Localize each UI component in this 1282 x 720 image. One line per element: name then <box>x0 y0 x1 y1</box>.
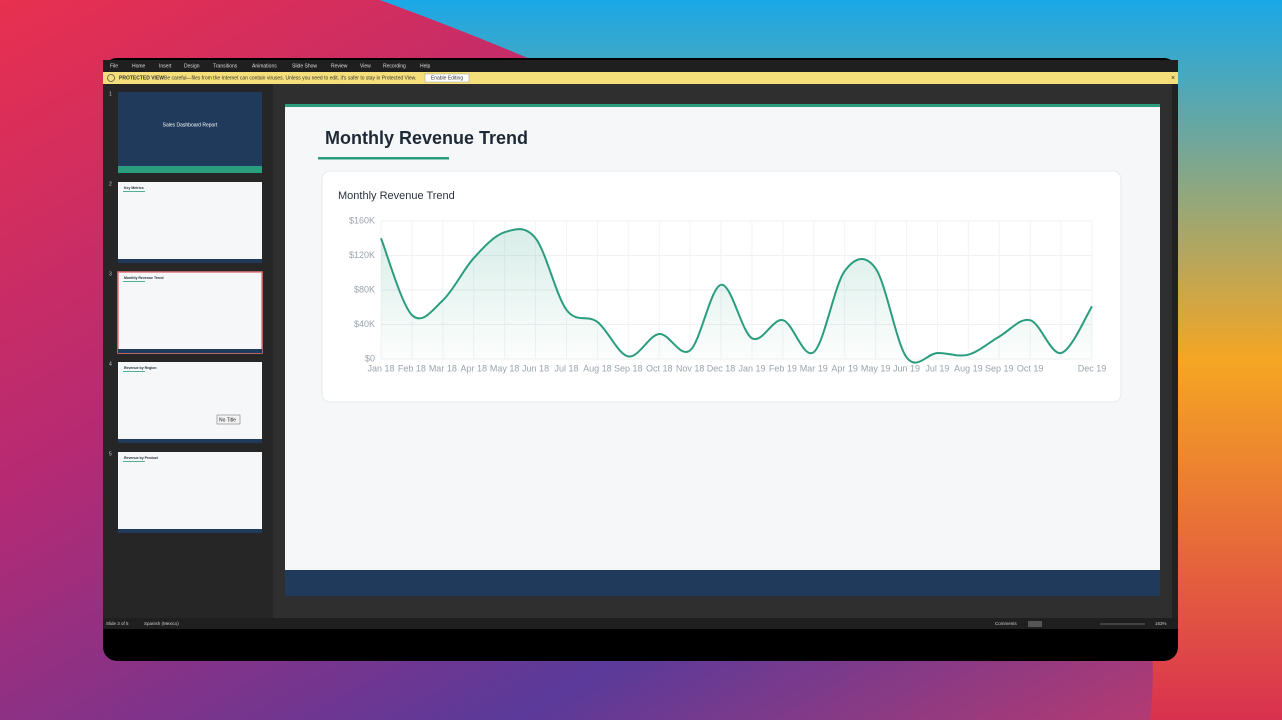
enable-editing-button[interactable] <box>424 73 470 83</box>
thumbnail-band <box>118 166 262 173</box>
thumbnail-title: Sales Dashboard Report <box>163 122 218 128</box>
x-tick-label: Mar 19 <box>800 363 828 373</box>
x-tick-label: Jan 19 <box>738 363 765 373</box>
tooltip: No Title <box>219 417 236 423</box>
thumbnail-number: 3 <box>109 271 112 277</box>
x-tick-label: Feb 19 <box>769 363 797 373</box>
ribbon-tab[interactable]: File <box>110 63 118 69</box>
thumbnail-number: 5 <box>109 451 112 457</box>
slide-title: Monthly Revenue Trend <box>325 128 528 148</box>
thumbnail-number: 4 <box>109 361 112 367</box>
thumbnails: 1 Sales Dashboard Report 2 Key Metrics 3 Mont… <box>109 91 263 533</box>
thumbnail[interactable] <box>118 362 262 443</box>
x-tick-label: Aug 19 <box>954 363 983 373</box>
thumbnail-title: Revenue by Product <box>124 456 159 460</box>
chart-title: Monthly Revenue Trend <box>338 190 455 202</box>
thumbnail-underline <box>123 281 145 282</box>
thumbnail-band <box>118 529 262 533</box>
ribbon <box>103 60 1178 72</box>
ribbon-tab[interactable]: Review <box>331 63 348 69</box>
thumbnail[interactable] <box>118 452 262 533</box>
slide-footer <box>285 570 1160 596</box>
ribbon-tab[interactable]: Animations <box>252 63 277 69</box>
line-area <box>381 229 1092 363</box>
status-slide: Slide 3 of 5 <box>106 621 129 626</box>
x-tick-label: Jul 19 <box>925 363 949 373</box>
x-tick-label: Jun 18 <box>522 363 549 373</box>
ribbon-tab[interactable]: Design <box>184 63 200 69</box>
tooltip-box <box>216 414 241 425</box>
view-normal[interactable] <box>1028 621 1042 627</box>
info-icon <box>107 74 115 82</box>
thumbnail-band <box>118 259 262 263</box>
x-tick-label: May 18 <box>490 363 520 373</box>
close-bar[interactable]: × <box>1171 75 1175 82</box>
x-tick-label: Apr 18 <box>460 363 487 373</box>
x-tick-label: Dec 19 <box>1078 363 1107 373</box>
y-tick-label: $0 <box>365 353 375 363</box>
x-tick-label: Aug 18 <box>583 363 612 373</box>
ribbon-tab[interactable]: Recording <box>383 63 406 69</box>
thumbnail-title: Monthly Revenue Trend <box>124 276 163 280</box>
thumbnail-title: Revenue by Region <box>124 366 156 370</box>
thumbnail-underline <box>123 371 145 372</box>
x-tick-label: Jul 18 <box>554 363 578 373</box>
x-tick-label: Apr 19 <box>831 363 858 373</box>
title-underline <box>318 157 449 160</box>
status-language: Spanish (Mexico) <box>144 621 179 626</box>
protected-message: Be careful—files from the Internet can c… <box>164 75 416 81</box>
zoom-level[interactable]: 163% <box>1155 621 1167 626</box>
x-tick-label: Oct 18 <box>646 363 673 373</box>
x-tick-label: Oct 19 <box>1017 363 1044 373</box>
ribbon-tab[interactable]: Transitions <box>213 63 238 69</box>
thumbnail-band <box>118 349 262 353</box>
ribbon-tab[interactable]: Home <box>132 63 146 69</box>
thumbnail-underline <box>123 191 145 192</box>
x-tick-label: Jun 19 <box>893 363 920 373</box>
thumbnail-number: 2 <box>109 181 112 187</box>
y-tick-label: $40K <box>354 319 375 329</box>
scrollbar[interactable] <box>1172 84 1178 618</box>
thumbnail[interactable] <box>118 92 262 173</box>
thumbnail[interactable] <box>118 182 262 263</box>
x-tick-label: Dec 18 <box>707 363 736 373</box>
ribbon-tab[interactable]: Insert <box>159 63 172 69</box>
y-tick-label: $80K <box>354 284 375 294</box>
x-tick-label: Sep 18 <box>614 363 643 373</box>
y-tick-label: $160K <box>349 215 375 225</box>
x-tick-label: Nov 18 <box>676 363 705 373</box>
ribbon-tab[interactable]: Slide Show <box>292 63 317 69</box>
protected-label: PROTECTED VIEW <box>119 75 164 81</box>
ribbon-tab[interactable]: Help <box>420 63 431 69</box>
thumbnail[interactable] <box>117 271 263 354</box>
line <box>380 228 1093 364</box>
x-tick-label: Mar 18 <box>429 363 457 373</box>
x-tick-label: May 19 <box>861 363 891 373</box>
thumbnail-band <box>118 439 262 443</box>
enable-editing-label: Enable Editing <box>431 75 463 81</box>
thumbnail-title: Key Metrics <box>124 186 144 190</box>
y-tick-label: $120K <box>349 250 375 260</box>
protected-bar <box>103 72 1178 84</box>
x-tick-label: Sep 19 <box>985 363 1014 373</box>
thumbnail-number: 1 <box>109 91 112 97</box>
slide-top-bar <box>285 104 1160 107</box>
comments-button[interactable]: Comments <box>995 621 1018 626</box>
x-tick-label: Feb 18 <box>398 363 426 373</box>
status-bar <box>103 618 1178 629</box>
ribbon-tab[interactable]: View <box>360 63 371 69</box>
x-tick-label: Jan 18 <box>367 363 394 373</box>
thumbnail-underline <box>123 461 145 462</box>
